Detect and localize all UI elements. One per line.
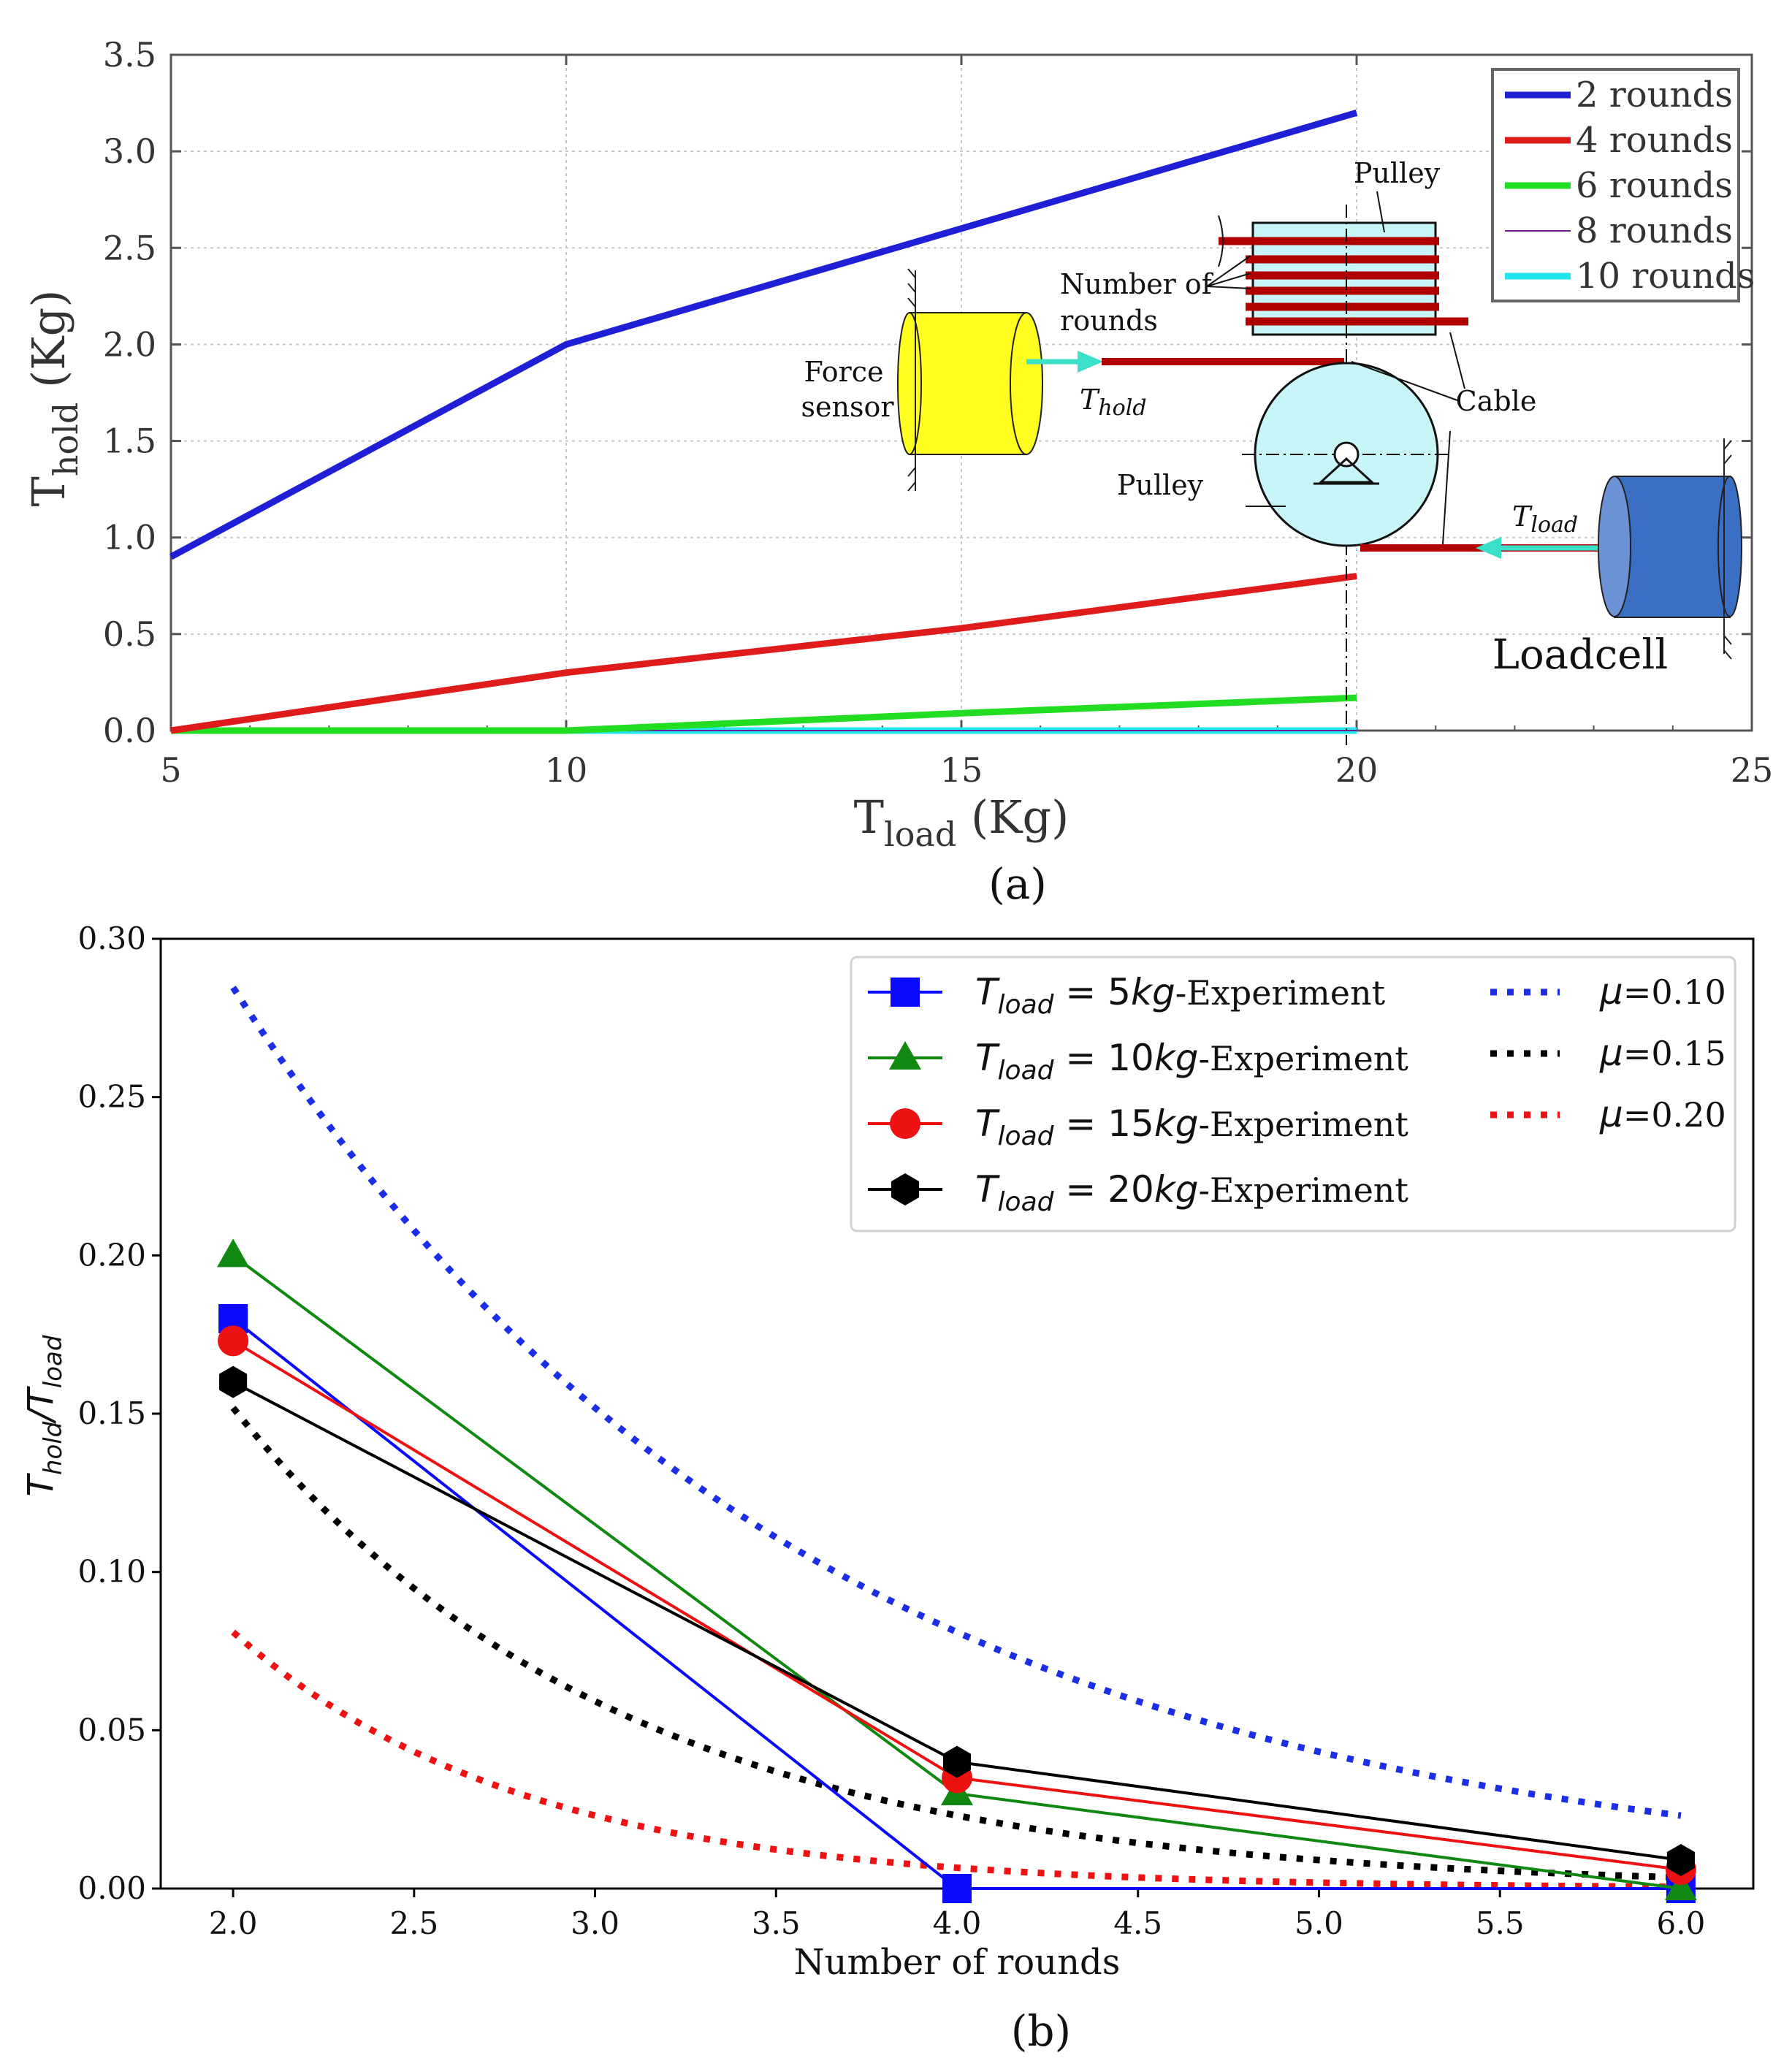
marker-triangle — [1664, 1872, 1697, 1900]
panel-b-experiment-lines — [217, 1238, 1697, 1903]
number-of-label: Number of — [1060, 268, 1214, 300]
marker-circle — [890, 1108, 920, 1139]
panel-b-legend: Tload = 5kg-Experiment Tload = 10kg-Exper… — [850, 956, 1736, 1232]
panel-b-theory-curves — [230, 986, 1682, 1891]
legend-label: Tload = 10kg-Experiment — [975, 1037, 1408, 1086]
y-tick-label: 0.30 — [77, 921, 146, 956]
marker-circle — [218, 1325, 249, 1357]
y-tick-label: 1.5 — [103, 422, 156, 461]
t-load-label: Tload — [1512, 500, 1578, 538]
x-tick-label: 2.5 — [389, 1905, 438, 1941]
x-tick-label: 15 — [940, 750, 983, 790]
y-tick-label: 0.05 — [77, 1712, 146, 1748]
legend-label: Tload = 20kg-Experiment — [975, 1168, 1408, 1217]
panel-a-lines — [169, 109, 1358, 734]
brace-left — [1218, 215, 1224, 267]
legend-label: μ=0.20 — [1599, 1093, 1726, 1135]
panel-b-xlabel: Number of rounds — [794, 1942, 1121, 1983]
x-tick-label: 3.0 — [571, 1905, 619, 1941]
theory-curve-mu-0.1 — [230, 986, 1682, 1819]
panel-b-ylabel: Thold/Tload — [20, 1335, 68, 1496]
y-tick-label: 0.5 — [103, 614, 156, 654]
x-tick-label: 4.5 — [1113, 1905, 1162, 1941]
t-hold-arrowhead — [1078, 351, 1103, 373]
y-tick-label: 1.0 — [103, 518, 156, 557]
panel-a-ylabel: Thold (Kg) — [22, 290, 85, 507]
legend-label: μ=0.15 — [1599, 1032, 1726, 1074]
panel-a-xlabel: Tload (Kg) — [854, 790, 1070, 854]
x-tick-label: 20 — [1335, 750, 1379, 790]
marker-hexagon — [1666, 1844, 1695, 1876]
panel-b-chart: 2.0 2.5 3.0 3.5 4.0 4.5 5.0 5.5 6.0 0.00 0.05 0.10 0… — [20, 921, 1755, 2056]
panel-a-caption: (a) — [988, 859, 1047, 909]
x-tick-label: 5.5 — [1476, 1905, 1525, 1941]
pulley-hub-icon — [1333, 441, 1360, 468]
marker-square — [891, 978, 920, 1007]
legend-label: μ=0.10 — [1599, 970, 1726, 1013]
pulley-top-label: Pulley — [1354, 157, 1441, 189]
x-tick-label: 10 — [545, 750, 588, 790]
y-tick-label: 3.0 — [103, 132, 156, 171]
y-tick-label: 0.15 — [77, 1395, 146, 1431]
marker-hexagon — [891, 1173, 920, 1205]
pulley-top-leader — [1376, 191, 1385, 233]
cable-label: Cable — [1456, 385, 1537, 417]
y-tick-label: 0.25 — [77, 1079, 146, 1115]
pulley-mid-label: Pulley — [1117, 469, 1204, 501]
marker-triangle — [217, 1238, 250, 1268]
force-sensor-icon — [897, 268, 1043, 492]
legend-label: Tload = 5kg-Experiment — [975, 971, 1386, 1020]
cable-windings — [1219, 237, 1468, 326]
legend-label: 8 rounds — [1576, 210, 1733, 251]
x-tick-label: 5 — [160, 750, 181, 790]
x-tick-label: 5.0 — [1295, 1905, 1343, 1941]
legend-label: 6 rounds — [1576, 165, 1733, 206]
theory-curve-mu-0.2 — [231, 1629, 1681, 1891]
pulley-support-icon — [1318, 457, 1375, 484]
t-load-arrowhead — [1476, 537, 1501, 559]
setup-schematic: Force sensor Thold Pulley Number of r — [801, 157, 1742, 745]
panel-b-ticks: 2.0 2.5 3.0 3.5 4.0 4.5 5.0 5.5 6.0 0.00 0.05 0.10 0… — [77, 921, 1705, 1941]
y-tick-label: 2.5 — [103, 228, 156, 267]
panel-b-caption: (b) — [1011, 2006, 1071, 2056]
loadcell-label: Loadcell — [1492, 631, 1668, 679]
x-tick-label: 3.5 — [752, 1905, 801, 1941]
t-hold-label: Thold — [1080, 384, 1147, 421]
rounds-leaders — [1206, 255, 1251, 289]
y-tick-label: 2.0 — [103, 324, 156, 364]
panel-a-ticks: 5 10 15 20 25 0.0 0.5 1.0 1.5 2.0 2.5 3.0 3.5 — [103, 35, 1773, 790]
x-tick-label: 4.0 — [933, 1905, 982, 1941]
y-tick-label: 0.20 — [77, 1237, 146, 1273]
rounds-label: rounds — [1060, 305, 1158, 337]
x-tick-label: 2.0 — [209, 1905, 258, 1941]
loadcell-icon — [1598, 438, 1742, 660]
marker-triangle — [889, 1041, 921, 1070]
legend-label: 2 rounds — [1576, 75, 1733, 115]
y-tick-label: 3.5 — [103, 35, 156, 75]
panel-b-legend-box — [850, 956, 1736, 1232]
marker-hexagon — [942, 1745, 972, 1778]
legend-label: Tload = 15kg-Experiment — [975, 1102, 1408, 1151]
x-tick-label: 25 — [1731, 750, 1774, 790]
marker-square — [942, 1874, 972, 1903]
y-tick-label: 0.0 — [103, 711, 156, 750]
panel-a-chart: 5 10 15 20 25 0.0 0.5 1.0 1.5 2.0 2.5 3.0 3.5 Tload … — [22, 35, 1773, 909]
cable-leaders — [1351, 332, 1465, 545]
x-tick-label: 6.0 — [1657, 1905, 1706, 1941]
sensor-label: sensor — [801, 391, 894, 423]
force-label: Force — [804, 356, 883, 388]
legend-label: 4 rounds — [1576, 120, 1733, 161]
y-tick-label: 0.00 — [77, 1870, 146, 1906]
y-tick-label: 0.10 — [77, 1554, 146, 1590]
series-line-6-rounds — [171, 694, 1357, 734]
marker-hexagon — [219, 1365, 248, 1398]
series-line-4-rounds — [170, 573, 1357, 734]
series-line-2-rounds — [169, 109, 1358, 560]
legend-label: 10 rounds — [1576, 256, 1755, 297]
